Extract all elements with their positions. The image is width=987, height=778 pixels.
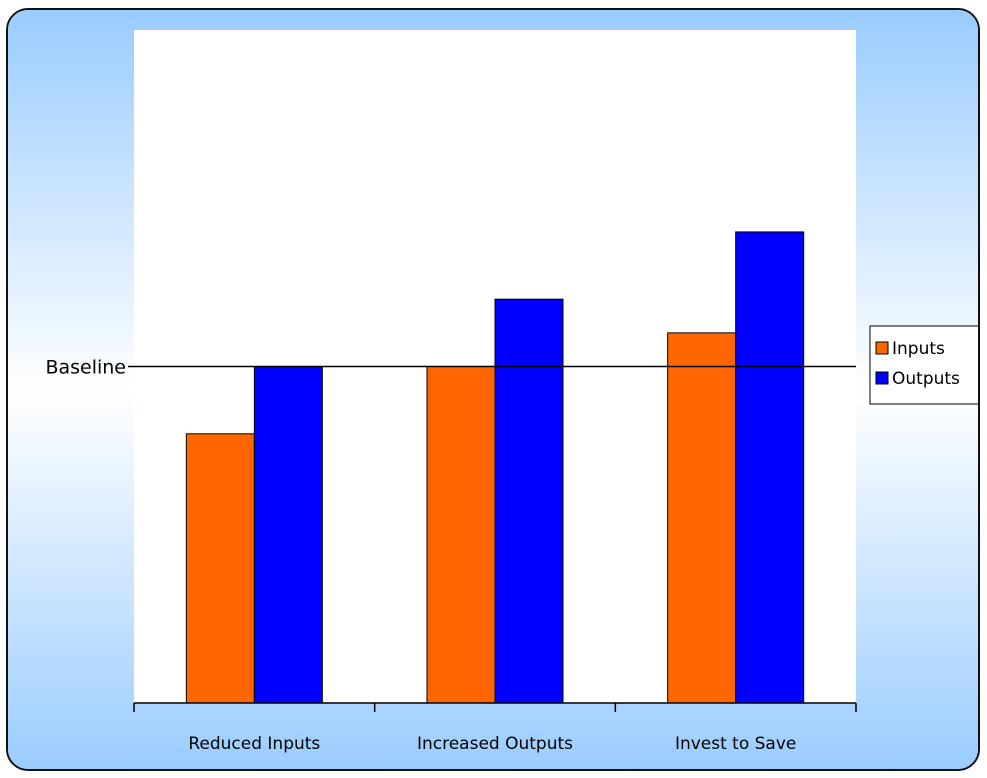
bar-inputs-1	[185, 433, 255, 704]
legend-label-outputs: Outputs	[892, 369, 960, 389]
chart-frame: Baseline Reduced Inputs Increased Outputs…	[6, 8, 980, 771]
legend-label-inputs: Inputs	[892, 339, 945, 359]
baseline-label: Baseline	[45, 357, 126, 379]
bars-layer	[185, 231, 805, 704]
legend-swatch-outputs	[875, 371, 889, 385]
legend-swatch-inputs	[875, 341, 889, 355]
bar-outputs-3	[735, 231, 805, 704]
bar-outputs-2	[494, 298, 564, 704]
x-tick-label: Increased Outputs	[417, 734, 573, 754]
bar-inputs-2	[426, 366, 496, 704]
x-tick-label: Reduced Inputs	[188, 734, 320, 754]
legend: Inputs Outputs	[869, 325, 978, 405]
x-ticks: Reduced Inputs Increased Outputs Invest to…	[133, 703, 857, 754]
bar-outputs-1	[253, 366, 323, 704]
bar-inputs-3	[667, 332, 737, 704]
x-tick-label: Invest to Save	[675, 734, 796, 754]
legend-box	[869, 325, 978, 405]
bar-chart: Baseline Reduced Inputs Increased Outputs…	[8, 10, 978, 769]
